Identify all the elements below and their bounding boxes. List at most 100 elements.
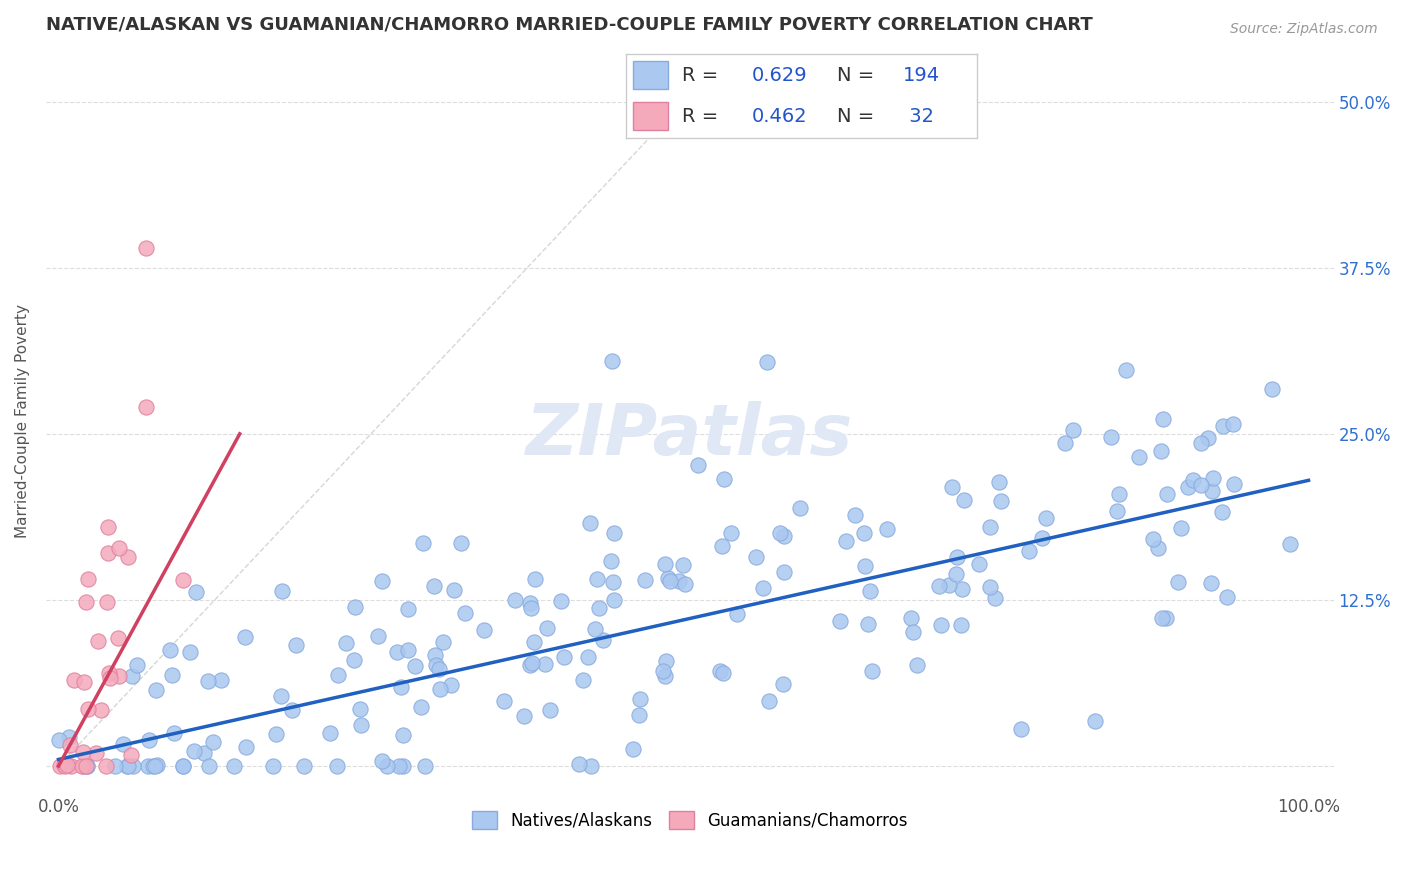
Point [115,759,138,773]
Point [1223,477,1246,491]
Point [658,574,681,589]
Point [603,525,626,540]
Point [553,650,575,665]
Point [429,681,451,696]
Point [505,592,527,607]
Point [1035,511,1057,525]
Point [121,669,143,683]
Point [900,611,922,625]
Point [285,638,308,652]
Point [1189,478,1212,492]
Point [76,701,98,715]
Point [1154,611,1177,625]
Point [472,623,495,637]
Point [111,737,134,751]
Point [326,667,349,681]
Point [53,757,76,772]
Point [1150,444,1173,458]
Point [222,759,245,773]
Point [1152,611,1174,625]
Point [391,728,413,742]
Point [773,565,796,579]
Point [583,622,606,636]
Point [572,673,595,688]
Point [59,738,82,752]
Point [117,550,139,565]
Point [769,525,792,540]
Point [828,614,851,628]
Point [654,669,676,683]
Point [494,694,516,708]
Point [941,481,963,495]
Point [903,625,925,640]
Point [122,759,145,773]
Point [388,759,411,773]
Point [1170,521,1192,535]
Point [579,759,602,773]
Point [427,662,450,676]
Point [946,549,969,564]
Point [138,733,160,747]
Point [72,759,94,773]
Point [568,756,591,771]
Point [1167,575,1189,590]
Point [335,636,357,650]
Point [905,658,928,673]
Text: R =: R = [682,107,724,126]
Point [371,754,394,768]
Point [55,758,77,772]
Point [72,759,94,773]
Point [98,665,121,680]
Point [1278,536,1301,550]
Point [520,656,543,670]
Point [599,554,621,568]
Point [409,700,432,714]
Point [979,580,1001,594]
Point [600,353,623,368]
Point [844,508,866,523]
Point [53,759,76,773]
Point [519,658,541,673]
Point [1099,430,1122,444]
Point [1181,473,1204,487]
Point [107,631,129,645]
Point [160,667,183,681]
Point [655,654,678,668]
Point [773,529,796,543]
Point [145,682,167,697]
Point [1201,483,1223,498]
Point [1156,486,1178,500]
Point [1212,418,1234,433]
Point [125,657,148,672]
Point [233,630,256,644]
Point [1084,714,1107,728]
Point [550,594,572,608]
Point [758,694,780,708]
Point [772,677,794,691]
Point [1147,541,1170,556]
Text: Source: ZipAtlas.com: Source: ZipAtlas.com [1230,22,1378,37]
Point [621,741,644,756]
Point [58,730,80,744]
Point [524,572,547,586]
Point [1152,412,1174,426]
Point [657,571,679,585]
Point [202,735,225,749]
Point [949,618,972,632]
Point [86,634,108,648]
Point [108,541,131,556]
Point [538,703,561,717]
Point [686,458,709,473]
Point [146,757,169,772]
Point [603,593,626,607]
Point [1260,382,1282,396]
Point [73,675,96,690]
Point [979,519,1001,533]
Point [928,579,950,593]
Point [262,759,284,773]
Point [853,525,876,540]
Point [984,591,1007,606]
Text: 32: 32 [904,107,935,126]
Point [343,653,366,667]
Point [84,746,107,760]
